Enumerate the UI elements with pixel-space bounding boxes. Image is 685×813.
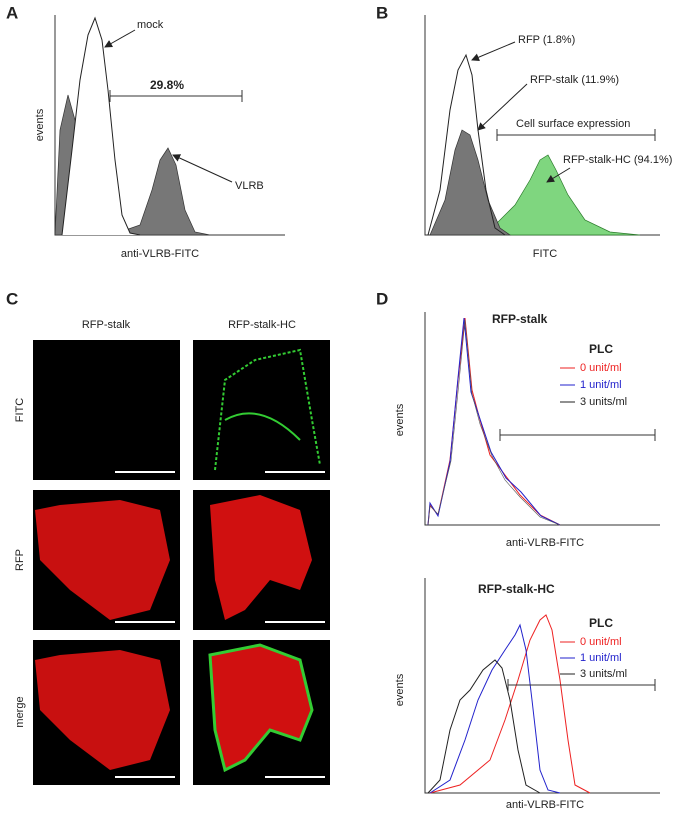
legend-title: PLC: [589, 342, 613, 356]
legend-entry: 0 unit/ml: [580, 362, 622, 374]
legend-entry: 1 unit/ml: [580, 652, 622, 664]
x-axis-label: anti-VLRB-FITC: [121, 248, 199, 260]
histogram-3-units: [427, 659, 541, 794]
annotation: Cell surface expression: [516, 118, 630, 130]
plot-title: RFP-stalk: [492, 312, 548, 326]
axes: [424, 578, 660, 794]
histogram-rfp: [427, 53, 506, 236]
row-label: FITC: [14, 398, 26, 422]
x-axis-label: FITC: [533, 248, 557, 260]
panel-label: A: [6, 3, 18, 22]
column-header: RFP-stalk: [82, 319, 131, 331]
annotation: RFP-stalk (11.9%): [530, 74, 619, 86]
annotation: 29.8%: [150, 78, 184, 92]
arrow: [477, 83, 528, 131]
annotation: mock: [137, 19, 164, 31]
legend-entry: 3 units/ml: [580, 668, 627, 680]
gate-bracket: [496, 129, 656, 141]
histogram-rfp-stalk: [429, 129, 512, 236]
histogram-1-unit: [429, 623, 561, 794]
histogram-0-unit: [429, 614, 591, 794]
annotation: RFP-stalk-HC (94.1%): [563, 154, 672, 166]
y-axis-label: events: [34, 108, 46, 141]
plot-title: RFP-stalk-HC: [478, 582, 555, 596]
row-label: merge: [14, 696, 26, 727]
legend-title: PLC: [589, 616, 613, 630]
histogram-mock: [61, 16, 141, 236]
histogram-3-units: [427, 319, 561, 526]
annotation: RFP (1.8%): [518, 34, 575, 46]
arrow: [546, 167, 571, 183]
panel-label: D: [376, 289, 388, 308]
column-header: RFP-stalk-HC: [228, 319, 296, 331]
row-label: RFP: [14, 549, 26, 571]
x-axis-label: anti-VLRB-FITC: [506, 799, 584, 811]
gate-bracket: [507, 679, 656, 691]
arrow: [104, 29, 136, 48]
micrographs: [33, 340, 330, 785]
arrow: [172, 154, 233, 183]
x-axis-label: anti-VLRB-FITC: [506, 537, 584, 549]
legend-entry: 1 unit/ml: [580, 379, 622, 391]
legend-entry: 0 unit/ml: [580, 636, 622, 648]
axes: [424, 312, 660, 526]
gate-bracket: [499, 429, 656, 441]
arrow: [471, 41, 516, 61]
panel-label: B: [376, 3, 388, 22]
annotation: VLRB: [235, 180, 264, 192]
histogram-0-unit: [427, 317, 561, 526]
histogram-rfp-stalk-hc: [469, 154, 641, 236]
gate-bracket: [109, 90, 243, 102]
y-axis-label: events: [394, 403, 406, 436]
legend-entry: 3 units/ml: [580, 396, 627, 408]
y-axis-label: events: [394, 673, 406, 706]
panel-label: C: [6, 289, 18, 308]
histogram-1-unit: [427, 317, 561, 526]
